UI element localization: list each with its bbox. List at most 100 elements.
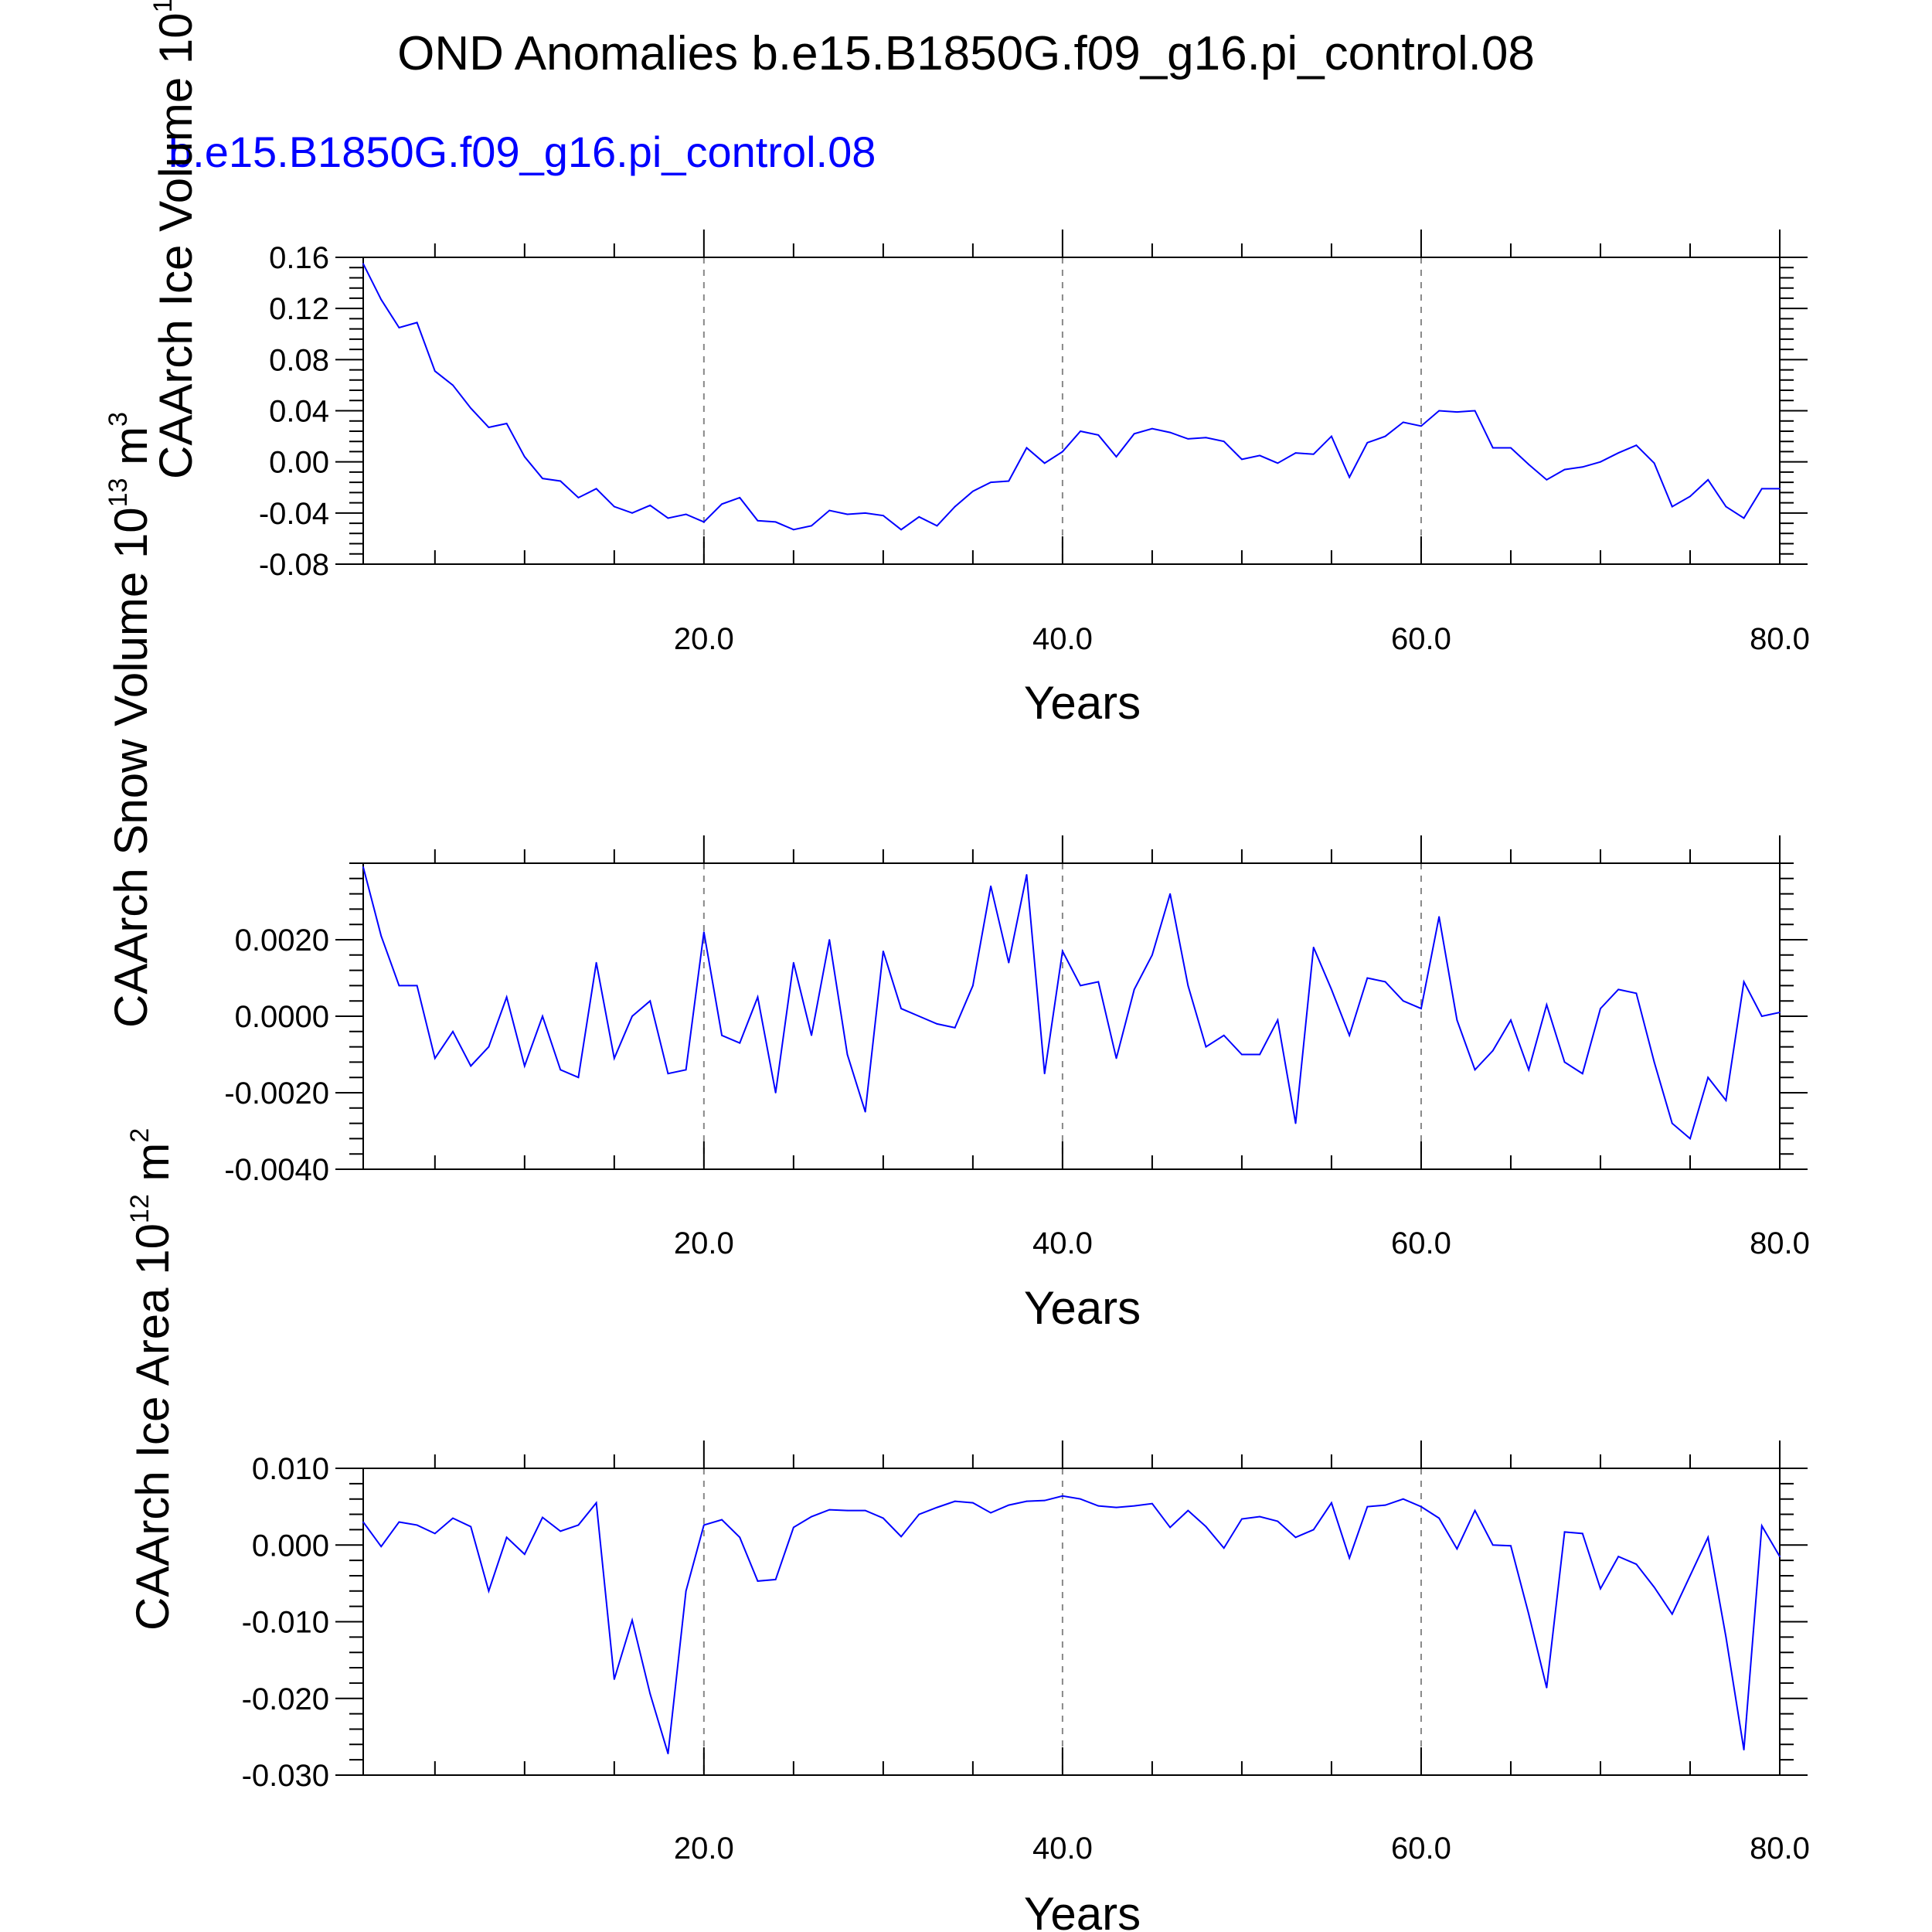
- data-point: [882, 515, 884, 517]
- data-point: [1563, 1061, 1566, 1063]
- x-tick-label: 20.0: [674, 1832, 734, 1866]
- data-point: [1277, 1520, 1279, 1522]
- data-point: [1008, 1504, 1010, 1506]
- data-point: [1438, 410, 1440, 412]
- y-tick-label: -0.04: [259, 497, 329, 531]
- data-point: [1492, 447, 1494, 449]
- data-point: [470, 407, 472, 410]
- data-point: [774, 1579, 777, 1580]
- data-point: [1115, 456, 1117, 457]
- data-point: [739, 1536, 741, 1539]
- data-point: [1097, 434, 1100, 436]
- data-point: [1169, 431, 1172, 434]
- data-point: [936, 525, 938, 527]
- data-point: [613, 1679, 615, 1680]
- data-point: [757, 519, 759, 522]
- data-point: [1707, 1077, 1709, 1079]
- y-tick-label: -0.0020: [224, 1077, 329, 1111]
- data-point: [380, 935, 383, 937]
- data-point: [1456, 1548, 1458, 1550]
- data-point: [1510, 447, 1512, 449]
- data-point: [1779, 1012, 1781, 1013]
- data-point: [900, 529, 902, 531]
- data-point: [1617, 1556, 1620, 1558]
- data-point: [1080, 430, 1082, 432]
- data-point: [1026, 447, 1028, 449]
- data-point: [1600, 1587, 1601, 1590]
- data-point: [631, 1015, 633, 1017]
- y-tick-label: 0.12: [269, 292, 329, 326]
- data-point: [792, 529, 794, 531]
- data-point: [398, 985, 400, 987]
- data-point: [1671, 505, 1673, 508]
- data-point: [1008, 480, 1010, 482]
- data-point: [452, 384, 454, 386]
- data-point: [434, 1532, 436, 1535]
- x-tick-label: 20.0: [674, 1226, 734, 1260]
- data-point: [1528, 464, 1530, 465]
- data-point: [702, 1524, 705, 1526]
- data-point: [1760, 488, 1763, 490]
- data-point: [1707, 1536, 1709, 1539]
- data-point: [649, 505, 651, 506]
- data-point: [380, 1546, 383, 1548]
- y-tick-label: 0.0020: [235, 923, 329, 957]
- data-point: [1331, 435, 1332, 437]
- data-point: [1420, 1505, 1422, 1508]
- data-point: [577, 497, 580, 498]
- y-axis-label: CAArch Ice Area 1012 m2: [125, 1128, 179, 1631]
- data-point: [1510, 1545, 1512, 1547]
- data-point: [1366, 1505, 1369, 1508]
- series-line: [362, 866, 1781, 1141]
- data-point: [936, 1506, 938, 1509]
- data-point: [1581, 1073, 1583, 1075]
- data-point: [811, 1034, 812, 1036]
- data-point: [1223, 440, 1225, 443]
- data-point: [1653, 1586, 1655, 1588]
- data-point: [1581, 1532, 1583, 1535]
- data-point: [1760, 1525, 1763, 1527]
- data-point: [936, 1023, 938, 1025]
- data-point: [1115, 1506, 1117, 1509]
- data-point: [721, 1519, 723, 1521]
- data-point: [1026, 1500, 1028, 1502]
- data-point: [1779, 1556, 1781, 1558]
- data-point: [1725, 505, 1727, 508]
- data-point: [470, 1065, 472, 1067]
- data-point: [1223, 1547, 1225, 1549]
- data-point: [828, 509, 831, 512]
- data-point: [416, 1524, 418, 1526]
- data-point: [416, 321, 418, 324]
- data-point: [416, 985, 418, 987]
- data-point: [1312, 453, 1315, 455]
- data-point: [1061, 451, 1063, 453]
- data-point: [1474, 410, 1476, 412]
- data-point: [1259, 454, 1261, 457]
- data-point: [990, 885, 992, 887]
- data-point: [811, 525, 812, 527]
- data-point: [1259, 1515, 1261, 1518]
- data-point: [1205, 1046, 1207, 1048]
- data-point: [1653, 1061, 1655, 1063]
- data-point: [1725, 1636, 1727, 1638]
- data-point: [1331, 1502, 1332, 1504]
- plot-frame: [362, 862, 1781, 1170]
- data-point: [488, 427, 490, 428]
- data-point: [1402, 1000, 1404, 1002]
- data-point: [577, 1077, 580, 1079]
- data-point: [1241, 1053, 1243, 1056]
- y-tick-label: -0.010: [242, 1606, 329, 1640]
- data-point: [1097, 981, 1100, 983]
- data-point: [523, 1065, 526, 1067]
- data-point: [434, 1057, 436, 1060]
- data-point: [649, 1000, 651, 1002]
- data-point: [1563, 468, 1566, 471]
- data-point: [1456, 411, 1458, 413]
- data-point: [434, 370, 436, 372]
- data-point: [362, 866, 364, 868]
- data-point: [774, 1092, 777, 1094]
- data-point: [1061, 1495, 1063, 1497]
- data-point: [1169, 1526, 1172, 1529]
- data-point: [1080, 1498, 1082, 1500]
- data-point: [1546, 1686, 1548, 1689]
